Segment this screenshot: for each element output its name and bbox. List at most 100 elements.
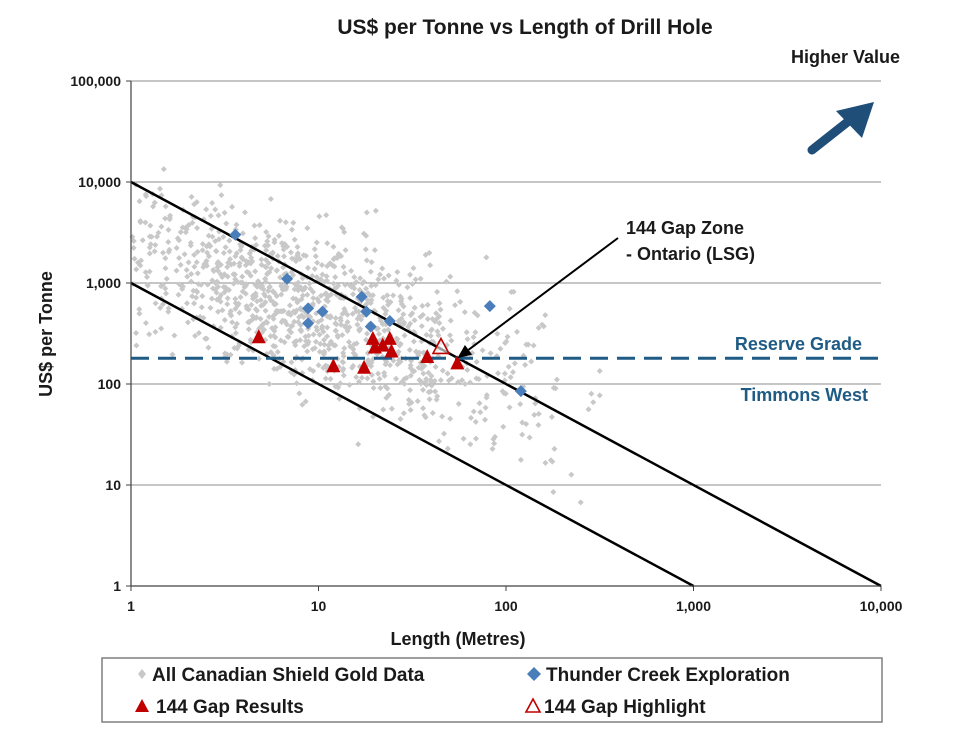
shield-point [351,285,358,292]
shield-point [368,282,375,289]
shield-point [224,301,231,308]
shield-point [223,220,230,227]
shield-point [441,430,448,437]
shield-point [191,201,198,208]
shield-point [264,238,271,245]
shield-point [198,304,205,311]
shield-point [324,324,331,331]
shield-point [427,332,434,339]
shield-point [526,434,533,441]
shield-point [233,221,240,228]
shield-point [272,301,279,308]
shield-point [241,284,248,291]
shield-point [199,240,206,247]
shield-point [270,342,277,349]
shield-point [148,233,155,240]
shield-point [292,258,299,265]
shield-point [181,251,188,258]
shield-point [278,291,285,298]
gap-result-point [251,329,266,344]
shield-point [278,240,285,247]
shield-point [472,329,479,336]
shield-point [260,301,267,308]
shield-point [286,302,293,309]
shield-point [176,254,183,261]
shield-point [304,291,311,298]
shield-point [550,488,557,495]
shield-point [411,304,418,311]
zone-arrow-head [457,345,473,359]
shield-point [188,278,195,285]
shield-point [317,340,324,347]
shield-point [160,166,167,173]
shield-point [577,499,584,506]
shield-point [210,268,217,275]
shield-point [207,304,214,311]
shield-point [491,440,498,447]
shield-point [292,281,299,288]
shield-point [340,353,347,360]
gap-result-point [375,337,390,352]
shield-point [234,302,241,309]
x-tick-label: 10,000 [860,598,903,614]
y-tick-label: 1 [113,578,121,594]
shield-point [340,359,347,366]
shield-point [313,274,320,281]
shield-point [265,233,272,240]
shield-point [318,325,325,332]
shield-point [263,247,270,254]
shield-point [247,272,254,279]
shield-point [547,457,554,464]
y-tick-label: 10,000 [78,174,121,190]
shield-point [364,330,371,337]
shield-point [231,271,238,278]
shield-point [323,273,330,280]
shield-point [176,237,183,244]
thunder-creek-point [514,385,527,398]
shield-point [209,200,216,207]
shield-point [396,342,403,349]
shield-point [236,262,243,269]
shield-point [238,243,245,250]
shield-point [193,259,200,266]
shield-point [275,232,282,239]
shield-point [353,340,360,347]
shield-point [198,281,205,288]
shield-point [425,369,432,376]
shield-point [204,281,211,288]
shield-point [231,260,238,267]
shield-point [395,281,402,288]
shield-point [552,385,559,392]
shield-point [138,257,145,264]
shield-point [452,302,459,309]
shield-point [315,319,322,326]
shield-point [269,325,276,332]
shield-point [233,320,240,327]
shield-point [437,377,444,384]
y-axis-title: US$ per Tonne [36,271,56,397]
shield-point [230,280,237,287]
y-tick-label: 1,000 [86,275,121,291]
shield-point [268,265,275,272]
shield-point [416,376,423,383]
shield-point [260,326,267,333]
shield-point [358,374,365,381]
shield-point [185,259,192,266]
shield-point [433,396,440,403]
shield-point [387,362,394,369]
shield-point [473,358,480,365]
shield-point [476,400,483,407]
shield-point [212,280,219,287]
shield-point [130,244,137,251]
shield-point [300,286,307,293]
shield-point [271,236,278,243]
shield-point [257,297,264,304]
shield-point [398,298,405,305]
shield-point [212,248,219,255]
shield-point [357,275,364,282]
shield-point [293,380,300,387]
shield-point [401,319,408,326]
shield-point [297,322,304,329]
shield-point [162,215,169,222]
x-axis-title: Length (Metres) [391,629,526,649]
